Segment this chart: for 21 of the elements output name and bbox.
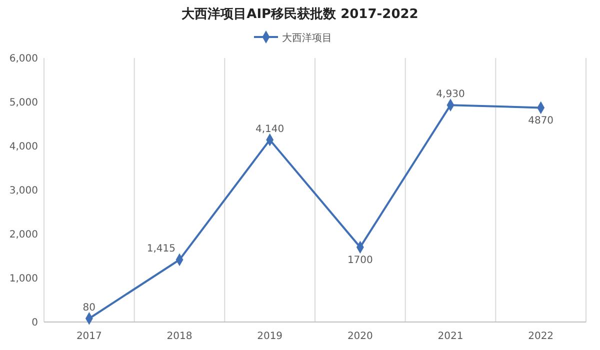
data-label: 1700: [347, 255, 373, 266]
data-label: 1,415: [146, 244, 176, 255]
x-tick-label: 2022: [528, 331, 554, 342]
x-tick-label: 2021: [438, 331, 464, 342]
y-tick-label: 5,000: [9, 98, 38, 108]
y-tick-label: 0: [32, 318, 38, 328]
x-tick-label: 2018: [166, 331, 192, 342]
data-label: 4870: [528, 116, 554, 127]
legend-label: 大西洋项目: [282, 32, 332, 44]
data-label: 4,930: [436, 89, 465, 100]
x-tick-label: 2019: [257, 331, 283, 342]
y-tick-label: 4,000: [9, 142, 38, 152]
y-tick-label: 2,000: [9, 230, 38, 240]
data-label: 80: [82, 302, 96, 314]
x-tick-label: 2017: [76, 331, 102, 342]
chart-title: 大西洋项目AIP移民获批数 2017-2022: [182, 6, 418, 22]
y-tick-label: 3,000: [9, 186, 38, 196]
y-tick-label: 6,000: [9, 54, 38, 64]
x-tick-label: 2020: [347, 331, 373, 342]
y-tick-label: 1,000: [9, 274, 38, 284]
data-label: 4,140: [256, 124, 284, 135]
